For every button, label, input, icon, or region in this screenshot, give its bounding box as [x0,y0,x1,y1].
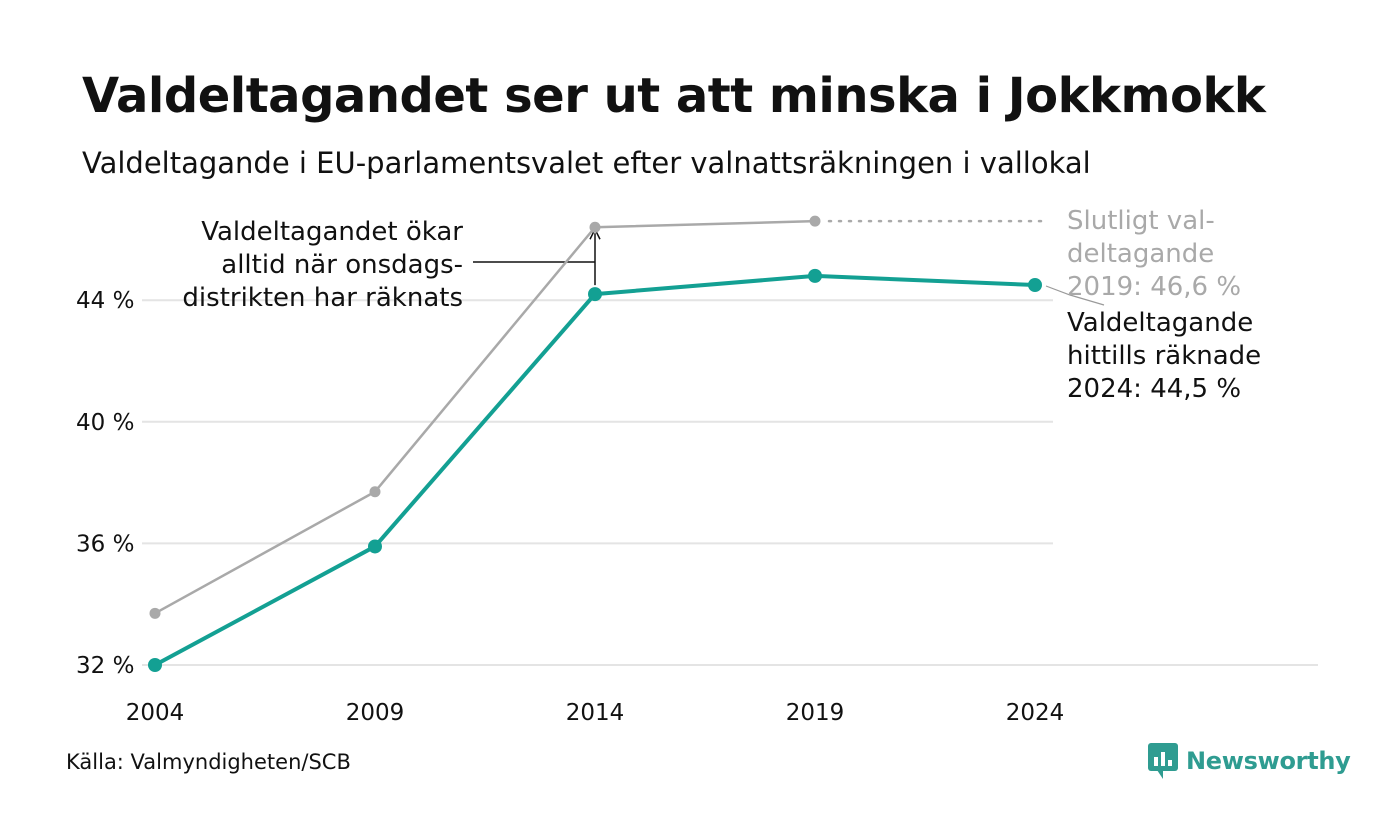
y-tick-label: 44 % [76,288,134,314]
data-point-counted [808,268,822,283]
data-point-final [369,486,381,498]
y-tick-label: 40 % [76,410,134,436]
annotation-final-note-line: deltagande [1067,239,1214,269]
x-tick-label: 2009 [346,700,405,726]
data-point-counted [1028,278,1042,292]
x-axis: 2004 2009 2014 2019 2024 [126,700,1065,726]
annotation-counted-note: Valdeltagande hittills räknade 2024: 44,5 … [1067,308,1261,404]
x-tick-label: 2004 [126,700,185,726]
source-note: Källa: Valmyndigheten/SCB [66,750,351,774]
annotation-left-note-line: distrikten har räknats [182,283,463,313]
chart-subtitle: Valdeltagande i EU-parlamentsvalet efter… [82,146,1091,180]
x-tick-label: 2024 [1006,700,1065,726]
chart-title: Valdeltagandet ser ut att minska i Jokkm… [82,68,1266,124]
annotation-final-note-line: 2019: 46,6 % [1067,272,1241,302]
x-tick-label: 2014 [566,700,625,726]
data-point-final [809,215,821,227]
annotation-left-note: Valdeltagandet ökar alltid när onsdags-di… [182,217,463,313]
brand[interactable]: Newsworthy [1148,743,1351,779]
data-point-counted [148,658,162,672]
data-point-counted [588,287,602,302]
y-tick-label: 32 % [76,653,134,679]
annotation-left-note-line: alltid när onsdags- [221,250,463,280]
y-tick-label: 36 % [76,531,134,557]
annotations: Valdeltagandet ökar alltid när onsdags-di… [182,206,1261,404]
y-axis: 32 % 36 % 40 % 44 % [76,288,134,679]
label-leader [1045,285,1105,306]
data-point-final [149,607,161,619]
data-point-counted [368,539,382,554]
x-tick-label: 2019 [786,700,845,726]
newsworthy-logo-icon [1148,743,1178,779]
annotation-counted-note-line: 2024: 44,5 % [1067,374,1241,404]
series-line-final [153,219,817,615]
series-layer [148,215,1042,672]
annotation-final-note: Slutligt val-deltagande 2019: 46,6 % [1067,206,1241,302]
data-point-final [589,221,601,233]
annotation-final-note-line: Slutligt val- [1067,206,1215,236]
series-line-counted [153,273,1037,667]
annotation-left-note-line: Valdeltagandet ökar [201,217,463,247]
annotation-counted-note-line: hittills räknade [1067,341,1261,371]
annotation-leaders [473,219,1105,306]
annotation-counted-note-line: Valdeltagande [1067,308,1253,338]
brand-name: Newsworthy [1186,747,1351,775]
